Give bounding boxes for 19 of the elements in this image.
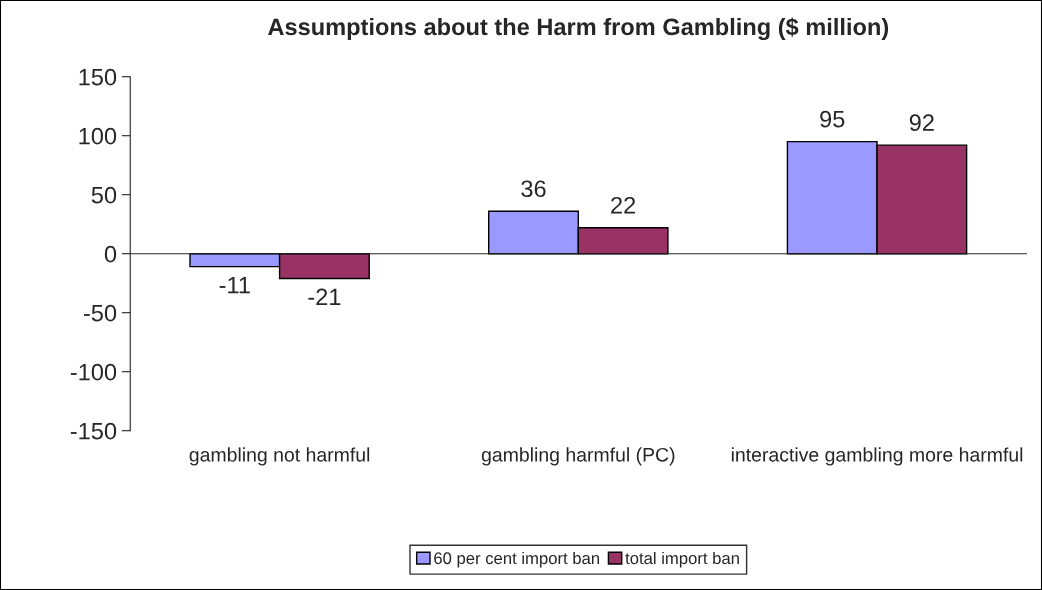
legend-label: total import ban	[625, 551, 739, 568]
data-label: -21	[308, 288, 341, 306]
legend-label: 60 per cent import ban	[434, 551, 600, 568]
data-label: 36	[521, 180, 546, 198]
x-tick-label: gambling not harmful	[189, 447, 370, 466]
y-tick-label: 0	[104, 245, 117, 263]
y-tick-label: 150	[79, 68, 117, 86]
y-tick-label: -150	[70, 422, 117, 440]
chart-title: Assumptions about the Harm from Gambling ($ million)	[268, 17, 889, 41]
data-label: -11	[219, 276, 250, 294]
data-label: 95	[820, 110, 845, 128]
x-tick-label: interactive gambling more harmful	[731, 447, 1023, 466]
data-label: 92	[909, 114, 934, 132]
y-tick-label: 100	[79, 127, 117, 145]
data-label: 22	[611, 196, 636, 214]
y-tick-label: -100	[70, 363, 117, 381]
x-tick-label: gambling harmful (PC)	[481, 447, 675, 466]
y-tick-label: -50	[83, 304, 117, 322]
y-tick-label: 50	[91, 186, 117, 204]
